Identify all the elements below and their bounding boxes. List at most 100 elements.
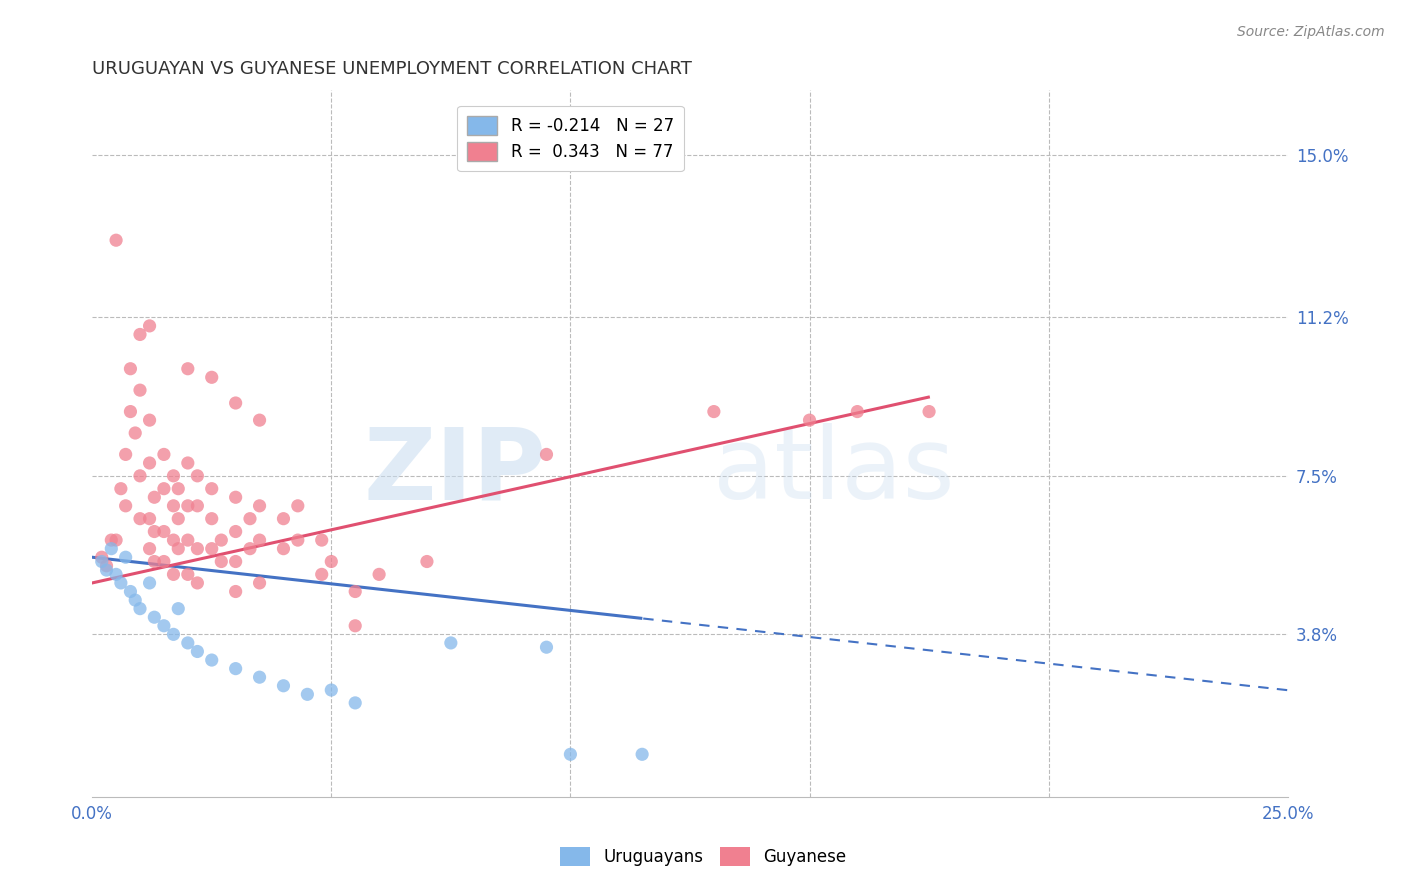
Point (536, 640, 558, 655)
Point (249, 533, 271, 547)
Point (321, 683, 343, 698)
Point (799, 413, 821, 427)
Point (368, 567, 391, 582)
Point (416, 555, 439, 569)
Point (138, 576, 160, 591)
Point (186, 468, 208, 483)
Point (100, 533, 122, 547)
Point (162, 627, 184, 641)
Point (143, 610, 166, 624)
Point (311, 567, 333, 582)
Point (138, 318, 160, 333)
Point (201, 511, 224, 525)
Point (321, 555, 343, 569)
Point (846, 404, 869, 418)
Point (239, 541, 262, 556)
Point (273, 679, 295, 693)
Point (249, 576, 271, 591)
Point (209, 533, 232, 547)
Point (143, 555, 166, 569)
Point (90, 550, 112, 565)
Point (440, 636, 463, 650)
Point (120, 404, 142, 418)
Point (177, 533, 200, 547)
Point (249, 670, 271, 684)
Point (110, 482, 132, 496)
Point (703, 404, 725, 418)
Point (138, 541, 160, 556)
Point (186, 499, 208, 513)
Point (560, 747, 582, 762)
Point (114, 499, 136, 513)
Point (297, 687, 319, 701)
Point (177, 499, 200, 513)
Point (918, 404, 941, 418)
Point (110, 576, 132, 591)
Point (162, 499, 184, 513)
Point (249, 413, 271, 427)
Point (129, 327, 152, 342)
Point (138, 413, 160, 427)
Point (225, 490, 247, 504)
Point (162, 468, 184, 483)
Point (225, 524, 247, 539)
Point (143, 524, 166, 539)
Point (311, 533, 333, 547)
Point (105, 533, 128, 547)
Point (129, 601, 152, 615)
Point (167, 511, 190, 525)
Point (124, 425, 146, 440)
Point (631, 747, 654, 762)
Point (114, 550, 136, 565)
Point (153, 447, 176, 461)
Point (344, 619, 367, 633)
Point (90, 555, 112, 569)
Point (129, 383, 152, 397)
Legend: R = -0.214   N = 27, R =  0.343   N = 77: R = -0.214 N = 27, R = 0.343 N = 77 (457, 105, 683, 171)
Point (186, 644, 208, 658)
Point (177, 361, 200, 376)
Point (225, 584, 247, 599)
Point (287, 533, 309, 547)
Point (153, 619, 176, 633)
Point (225, 662, 247, 676)
Point (249, 499, 271, 513)
Point (239, 511, 262, 525)
Point (186, 576, 208, 591)
Point (153, 482, 176, 496)
Point (96, 563, 118, 577)
Point (167, 482, 190, 496)
Point (209, 555, 232, 569)
Legend: Uruguayans, Guyanese: Uruguayans, Guyanese (553, 840, 853, 873)
Point (124, 593, 146, 607)
Text: atlas: atlas (713, 424, 955, 520)
Point (201, 653, 224, 667)
Point (536, 447, 558, 461)
Point (100, 541, 122, 556)
Point (138, 511, 160, 525)
Point (129, 468, 152, 483)
Point (167, 601, 190, 615)
Point (105, 233, 128, 247)
Point (177, 636, 200, 650)
Text: URUGUAYAN VS GUYANESE UNEMPLOYMENT CORRELATION CHART: URUGUAYAN VS GUYANESE UNEMPLOYMENT CORRE… (93, 60, 692, 78)
Point (153, 524, 176, 539)
Point (273, 511, 295, 525)
Point (201, 541, 224, 556)
Point (120, 361, 142, 376)
Point (153, 555, 176, 569)
Point (287, 499, 309, 513)
Point (96, 558, 118, 573)
Point (344, 584, 367, 599)
Point (201, 482, 224, 496)
Point (186, 541, 208, 556)
Point (225, 396, 247, 410)
Text: ZIP: ZIP (364, 424, 547, 520)
Point (114, 447, 136, 461)
Point (143, 490, 166, 504)
Point (225, 555, 247, 569)
Point (167, 541, 190, 556)
Point (177, 456, 200, 470)
Point (162, 567, 184, 582)
Point (105, 567, 128, 582)
